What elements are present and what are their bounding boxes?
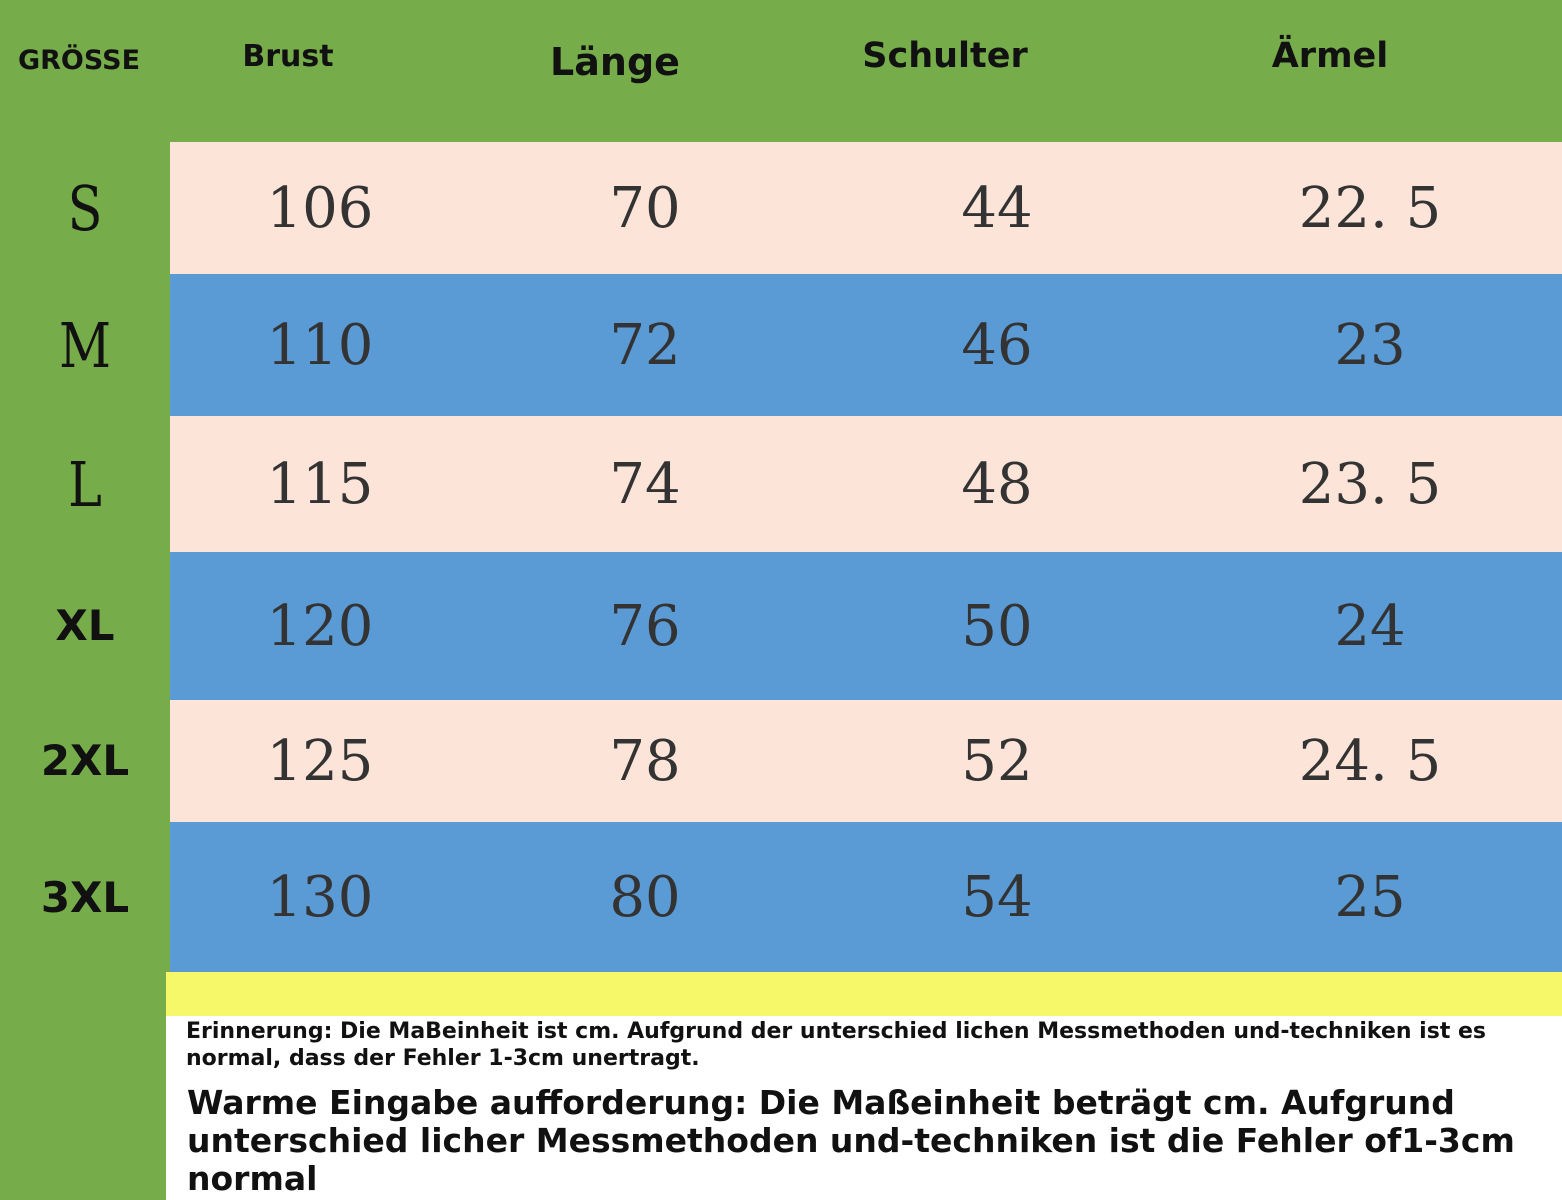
shoulder-value: 44 bbox=[961, 175, 1033, 241]
reminder-note: Erinnerung: Die MaBeinheit ist cm. Aufgr… bbox=[186, 1019, 1487, 1071]
header-chest: Brust bbox=[242, 38, 334, 74]
size-label: L bbox=[68, 447, 102, 521]
chest-value: 120 bbox=[266, 593, 374, 659]
shoulder-value: 54 bbox=[961, 864, 1033, 930]
length-value: 74 bbox=[609, 451, 681, 517]
sleeve-value: 24 bbox=[1334, 593, 1406, 659]
sleeve-value: 25 bbox=[1334, 864, 1406, 930]
header-shoulder: Schulter bbox=[862, 36, 1028, 76]
size-label: XL bbox=[55, 600, 115, 650]
sleeve-value: 23. 5 bbox=[1298, 451, 1442, 517]
table-row: 110 72 46 23 bbox=[170, 274, 1562, 416]
shoulder-value: 46 bbox=[961, 312, 1033, 378]
table-row: 106 70 44 22. 5 bbox=[170, 142, 1562, 274]
size-label: 2XL bbox=[40, 735, 130, 785]
length-value: 78 bbox=[609, 728, 681, 794]
shoulder-value: 48 bbox=[961, 451, 1033, 517]
table-row: 115 74 48 23. 5 bbox=[170, 416, 1562, 552]
yellow-divider bbox=[166, 972, 1562, 1016]
shoulder-value: 50 bbox=[961, 593, 1033, 659]
table-row: 130 80 54 25 bbox=[170, 822, 1562, 972]
chest-value: 125 bbox=[266, 728, 374, 794]
sleeve-value: 24. 5 bbox=[1298, 728, 1442, 794]
table-row: 125 78 52 24. 5 bbox=[170, 700, 1562, 822]
length-value: 72 bbox=[609, 312, 681, 378]
header-length: Länge bbox=[550, 40, 680, 84]
sleeve-value: 23 bbox=[1334, 312, 1406, 378]
shoulder-value: 52 bbox=[961, 728, 1033, 794]
table-header: GRÖSSE Brust Länge Schulter Ärmel bbox=[0, 0, 1562, 142]
length-value: 80 bbox=[609, 864, 681, 930]
size-label: S bbox=[67, 171, 103, 245]
sleeve-value: 22. 5 bbox=[1298, 175, 1442, 241]
notes-area: Erinnerung: Die MaBeinheit ist cm. Aufgr… bbox=[166, 1016, 1562, 1200]
header-size: GRÖSSE bbox=[17, 44, 141, 76]
length-value: 76 bbox=[609, 593, 681, 659]
chest-value: 110 bbox=[266, 312, 374, 378]
chest-value: 130 bbox=[266, 864, 374, 930]
length-value: 70 bbox=[609, 175, 681, 241]
table-row: 120 76 50 24 bbox=[170, 552, 1562, 700]
size-label: 3XL bbox=[40, 872, 130, 922]
chest-value: 115 bbox=[266, 451, 374, 517]
size-label: M bbox=[58, 308, 112, 382]
chest-value: 106 bbox=[266, 175, 374, 241]
warm-prompt-note: Warme Eingabe aufforderung: Die Maßeinhe… bbox=[187, 1083, 1515, 1198]
header-sleeve: Ärmel bbox=[1271, 36, 1389, 76]
